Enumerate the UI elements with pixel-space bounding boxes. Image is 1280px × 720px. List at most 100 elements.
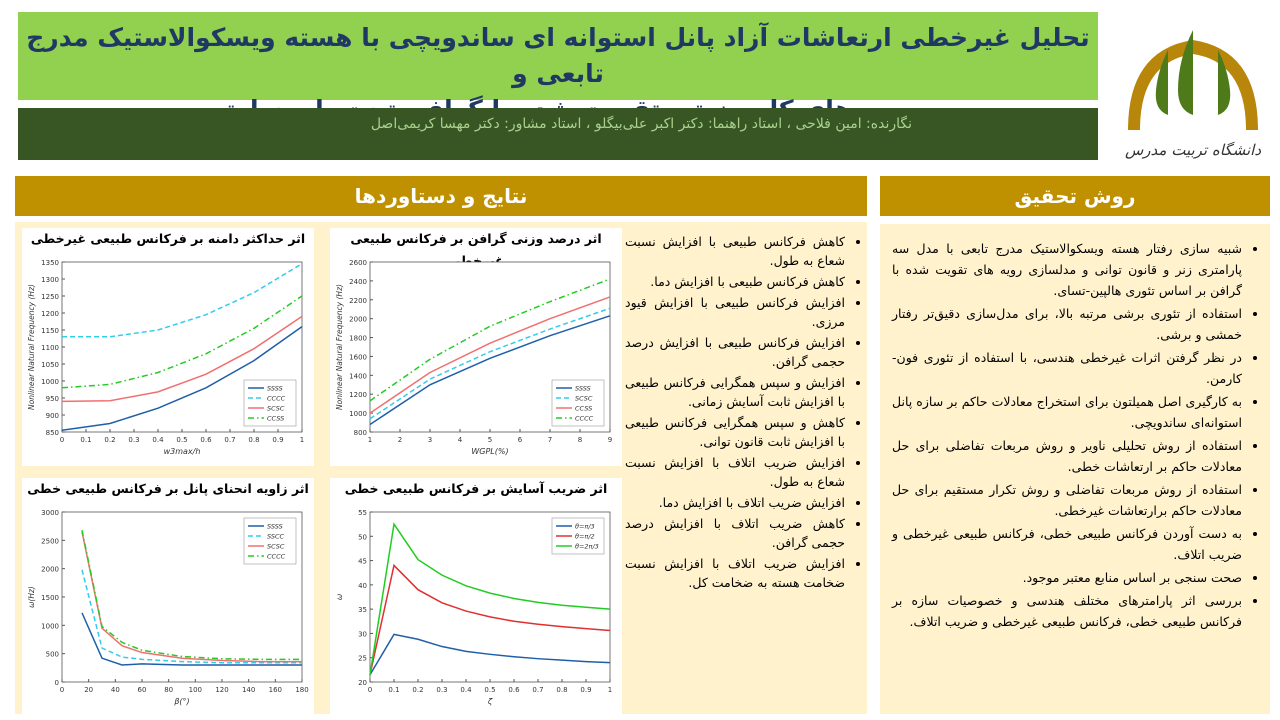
y-tick-label: 0 xyxy=(55,679,59,687)
y-tick-label: 1600 xyxy=(349,353,367,361)
y-tick-label: 1050 xyxy=(41,361,59,369)
line xyxy=(61,315,303,403)
x-tick-label: 0.9 xyxy=(580,686,591,694)
x-tick-label: 100 xyxy=(189,686,202,694)
x-tick-label: 60 xyxy=(138,686,147,694)
x-tick-label: 80 xyxy=(164,686,173,694)
y-tick-label: 1500 xyxy=(41,594,59,602)
y-tick-label: 40 xyxy=(358,582,367,590)
list-item: بررسی اثر پارامترهای مختلف هندسی و خصوصی… xyxy=(892,590,1242,632)
x-tick-label: 0 xyxy=(60,686,64,694)
logo: دانشگاه تربیت مدرس xyxy=(1125,30,1261,159)
y-tick-label: 1250 xyxy=(41,293,59,301)
y-tick-label: 20 xyxy=(358,679,367,687)
y-tick-label: 500 xyxy=(46,651,59,659)
x-tick-label: 40 xyxy=(111,686,120,694)
x-tick-label: 20 xyxy=(84,686,93,694)
y-axis-label: ω xyxy=(335,594,344,600)
method-panel: شبیه سازی رفتار هسته ویسکوالاستیک مدرج ت… xyxy=(880,224,1270,714)
legend-label: CCSS xyxy=(575,405,592,413)
list-item: افزایش ضریب اتلاف با افزایش دما. xyxy=(625,493,845,512)
line xyxy=(369,563,611,675)
y-tick-label: 1000 xyxy=(41,378,59,386)
y-tick-label: 1000 xyxy=(349,410,367,418)
y-tick-label: 900 xyxy=(46,412,59,420)
x-tick-label: 0.1 xyxy=(80,436,91,444)
x-tick-label: 0 xyxy=(60,436,64,444)
x-tick-label: 0 xyxy=(368,686,372,694)
chart-title: اثر زاویه انحنای پانل بر فرکانس طبیعی خط… xyxy=(27,481,309,496)
chart-title: اثر حداکثر دامنه بر فرکانس طبیعی غیرخطی xyxy=(30,231,306,246)
list-item: کاهش فرکانس طبیعی با افزایش دما. xyxy=(625,272,845,291)
chart-title: اثر درصد وزنی گرافن بر فرکانس طبیعی غیرخ… xyxy=(350,231,602,268)
legend-label: SCSC xyxy=(267,543,285,551)
x-tick-label: 140 xyxy=(242,686,255,694)
chart: اثر حداکثر دامنه بر فرکانس طبیعی غیرخطی 8… xyxy=(22,228,314,466)
legend-label: CCCC xyxy=(267,553,286,561)
list-item: در نظر گرفتن اثرات غیرخطی هندسی، با استف… xyxy=(892,347,1242,389)
x-tick-label: 0.3 xyxy=(128,436,139,444)
x-tick-label: 9 xyxy=(608,436,612,444)
legend-label: SCSC xyxy=(267,405,285,413)
results-title: نتایج و دستاوردها xyxy=(15,176,867,216)
x-tick-label: 0.2 xyxy=(412,686,423,694)
chart: اثر زاویه انحنای پانل بر فرکانس طبیعی خط… xyxy=(22,478,314,716)
line xyxy=(369,633,611,676)
x-tick-label: 160 xyxy=(269,686,282,694)
results-list-box: کاهش فرکانس طبیعی با افزایش نسبت شعاع به… xyxy=(625,232,863,594)
x-tick-label: 2 xyxy=(398,436,402,444)
y-axis-label: Nonlinear Natural Frequency (Hz) xyxy=(27,284,36,410)
title-line: تحلیل غیرخطی ارتعاشات آزاد پانل استوانه … xyxy=(26,23,1090,88)
legend-label: SCSC xyxy=(575,395,593,403)
logo-text: دانشگاه تربیت مدرس xyxy=(1125,141,1261,159)
x-axis-label: WGPL(%) xyxy=(471,447,508,456)
x-axis-label: β(°) xyxy=(173,697,189,706)
method-list: شبیه سازی رفتار هسته ویسکوالاستیک مدرج ت… xyxy=(892,238,1260,632)
plot: 800 1000 1200 1400 1600 1800 2000 2200 2400 2600 1… xyxy=(335,259,612,456)
y-tick-label: 55 xyxy=(358,509,367,517)
list-item: استفاده از روش تحلیلی ناویر و روش مربعات… xyxy=(892,435,1242,477)
header-title: تحلیل غیرخطی ارتعاشات آزاد پانل استوانه … xyxy=(18,12,1098,124)
y-tick-label: 1200 xyxy=(41,310,59,318)
y-tick-label: 2000 xyxy=(349,316,367,324)
x-tick-label: 0.6 xyxy=(200,436,212,444)
y-tick-label: 1400 xyxy=(349,372,367,380)
line xyxy=(61,295,303,389)
plot: 0 500 1000 1500 2000 2500 3000 0 20 40 60 80 100 120 1… xyxy=(27,509,309,706)
y-tick-label: 2600 xyxy=(349,259,367,267)
x-axis-label: w3max/h xyxy=(164,447,201,456)
y-tick-label: 2000 xyxy=(41,566,59,574)
y-tick-label: 850 xyxy=(46,429,59,437)
list-item: افزایش فرکانس طبیعی با افزایش درصد حجمی … xyxy=(625,333,845,371)
x-tick-label: 8 xyxy=(578,436,582,444)
list-item: افزایش فرکانس طبیعی با افزایش قیود مرزی. xyxy=(625,293,845,331)
x-tick-label: 1 xyxy=(368,436,372,444)
x-tick-label: 5 xyxy=(488,436,492,444)
x-tick-label: 1 xyxy=(608,686,612,694)
list-item: به کارگیری اصل همیلتون برای استخراج معاد… xyxy=(892,391,1242,433)
y-tick-label: 1800 xyxy=(349,335,367,343)
legend-label: SSCC xyxy=(267,533,285,541)
x-tick-label: 3 xyxy=(428,436,432,444)
y-tick-label: 1200 xyxy=(349,391,367,399)
y-tick-label: 25 xyxy=(358,655,367,663)
x-tick-label: 7 xyxy=(548,436,552,444)
x-tick-label: 0.9 xyxy=(272,436,283,444)
line xyxy=(369,522,611,675)
x-tick-label: 0.7 xyxy=(224,436,235,444)
x-tick-label: 0.8 xyxy=(556,686,567,694)
y-tick-label: 2200 xyxy=(349,297,367,305)
legend-label: θ=2π/3 xyxy=(575,543,599,551)
method-title: روش تحقیق xyxy=(880,176,1270,216)
x-tick-label: 0.5 xyxy=(176,436,187,444)
y-axis-label: ω(Hz) xyxy=(27,586,36,608)
legend-label: CCSS xyxy=(267,415,284,423)
x-axis-label: ζ xyxy=(487,697,493,706)
legend-label: SSSS xyxy=(267,523,283,531)
y-tick-label: 950 xyxy=(46,395,59,403)
list-item: افزایش ضریب اتلاف با افزایش نسبت شعاع به… xyxy=(625,453,845,491)
y-tick-label: 1000 xyxy=(41,622,59,630)
line xyxy=(81,531,302,663)
x-tick-label: 0.8 xyxy=(248,436,259,444)
x-tick-label: 0.1 xyxy=(388,686,399,694)
